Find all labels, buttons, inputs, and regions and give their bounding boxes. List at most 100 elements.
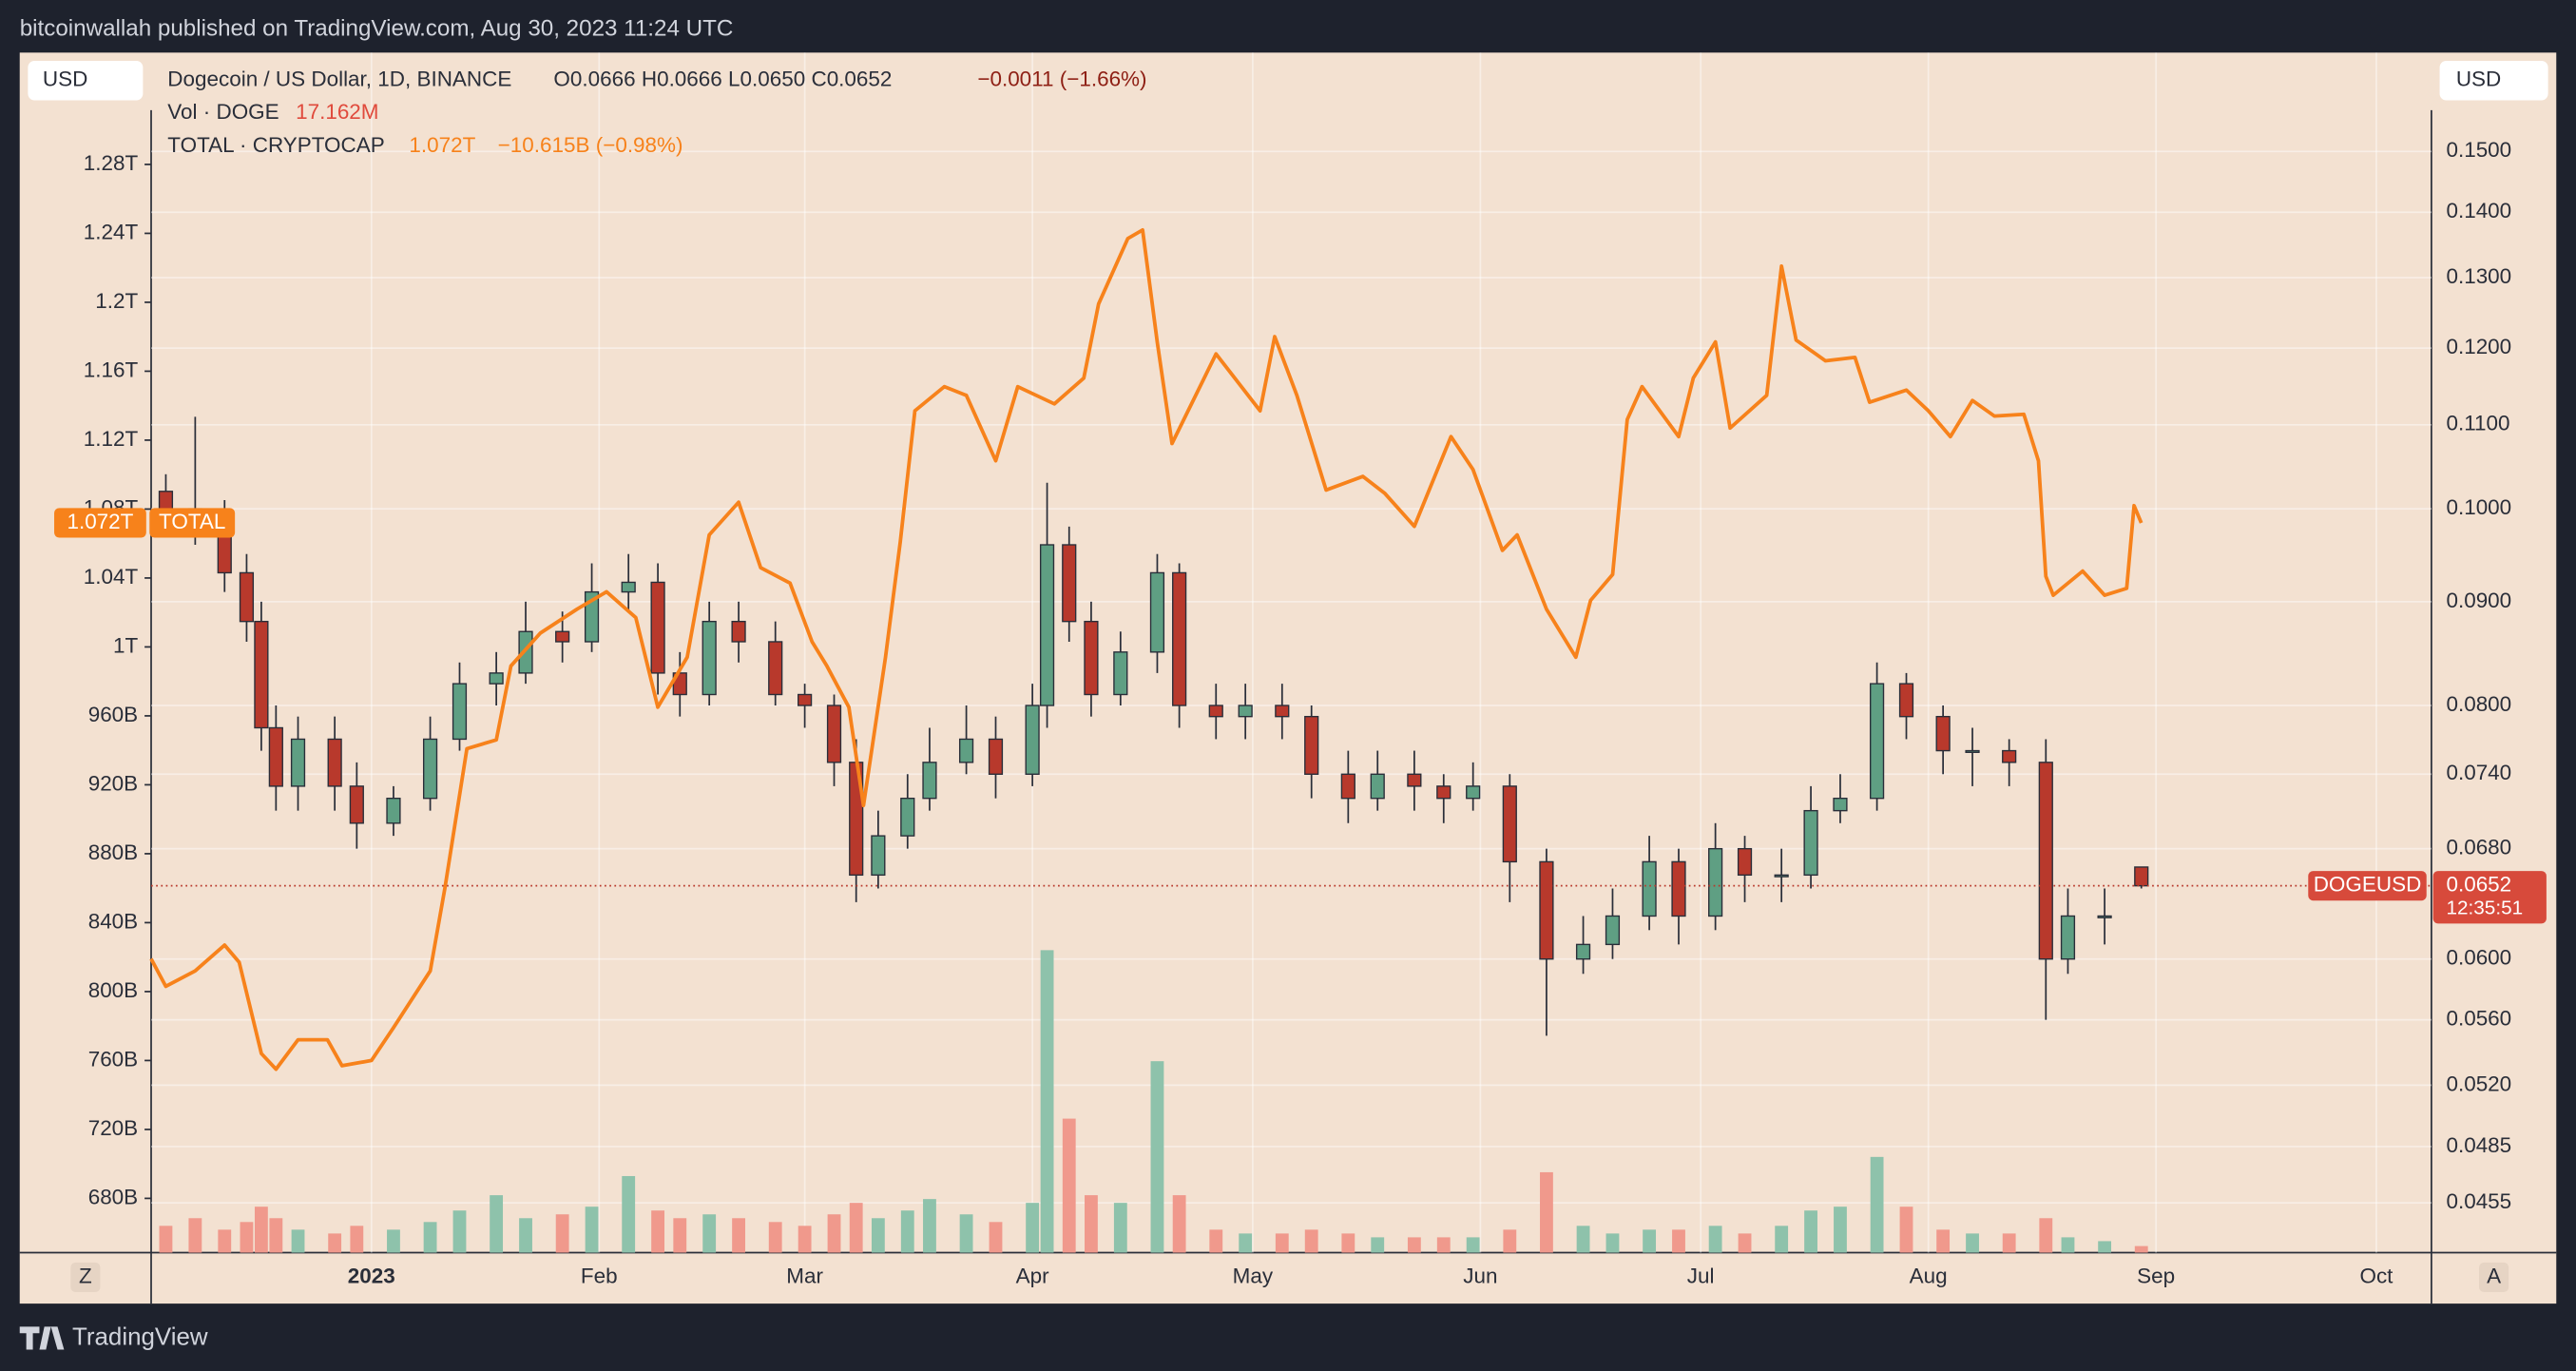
- y-tick-label: 1.28T: [84, 151, 139, 175]
- candle-body: [1737, 847, 1753, 877]
- candle-body: [1575, 943, 1591, 960]
- candle-body: [798, 693, 813, 706]
- candle-body: [1708, 847, 1723, 917]
- candle-body: [871, 835, 886, 877]
- price-badge: [2432, 871, 2547, 924]
- candle-body: [422, 738, 438, 800]
- candle-body: [1605, 915, 1621, 946]
- x-tick-label: Jul: [1687, 1264, 1715, 1287]
- y2-tick-label: 0.0485: [2446, 1133, 2511, 1157]
- volume-bar: [1304, 1229, 1318, 1253]
- overlay-line: [149, 227, 2143, 1072]
- right-scale-label: USD: [2456, 68, 2501, 91]
- y-tick-label: 840B: [88, 909, 138, 933]
- y2-tick-label: 0.1000: [2446, 495, 2511, 519]
- candle-body: [922, 762, 937, 800]
- volume-bar: [1708, 1226, 1722, 1253]
- legend-overlay-change: −10.615B (−0.98%): [498, 133, 683, 157]
- y2-tick-label: 0.1400: [2446, 199, 2511, 222]
- author-line: bitcoinwallah published on TradingView.c…: [20, 16, 734, 42]
- volume-bar: [1085, 1195, 1098, 1253]
- y-tick-label: 920B: [88, 771, 138, 795]
- volume-bar: [1503, 1229, 1517, 1253]
- candle-body: [1833, 797, 1848, 812]
- volume-bar: [254, 1207, 268, 1253]
- y-tick-label: 680B: [88, 1185, 138, 1208]
- volume-bar: [1062, 1118, 1076, 1253]
- legend-overlay-label: TOTAL · CRYPTOCAP: [167, 133, 384, 157]
- y2-tick-label: 0.1300: [2446, 264, 2511, 288]
- volume-bar: [923, 1199, 936, 1253]
- volume-bar: [900, 1210, 914, 1253]
- candle-body: [1774, 874, 1789, 878]
- candle-body: [1898, 683, 1914, 718]
- candle-body: [2002, 749, 2017, 763]
- y2-tick-label: 0.0600: [2446, 946, 2511, 970]
- left-scale-button[interactable]: [28, 60, 144, 101]
- volume-bar: [1899, 1207, 1913, 1253]
- legend-volume-value: 17.162M: [296, 100, 378, 124]
- y2-tick-label: 0.0740: [2446, 761, 2511, 784]
- y-tick-label: 1.24T: [84, 220, 139, 243]
- candle-body: [1407, 773, 1422, 787]
- candle-body: [290, 738, 306, 787]
- candle-body: [2134, 866, 2149, 887]
- candle-body: [1062, 544, 1077, 623]
- candle-body: [621, 581, 636, 593]
- volume-bar: [452, 1210, 467, 1253]
- candle-body: [1304, 715, 1319, 775]
- x-tick-label: Feb: [581, 1264, 618, 1287]
- candle-body: [452, 683, 468, 741]
- y-tick-label: 1.12T: [84, 427, 139, 451]
- volume-bar: [291, 1229, 305, 1253]
- candle-body: [702, 620, 717, 696]
- candle-body: [2060, 915, 2076, 960]
- overlay-value-badge: [54, 508, 146, 538]
- legend-overlay-value: 1.072T: [409, 133, 475, 157]
- candle-body: [958, 738, 974, 763]
- candle-body: [1869, 683, 1885, 800]
- volume-bar: [490, 1195, 504, 1253]
- volume-bar: [1466, 1237, 1480, 1253]
- candle-body: [731, 620, 746, 643]
- candle-body: [1238, 705, 1253, 718]
- volume-bar: [1436, 1237, 1451, 1253]
- volume-bar: [651, 1210, 665, 1253]
- candle-body: [1208, 705, 1223, 718]
- volume-bar: [1738, 1233, 1752, 1253]
- volume-bar: [1026, 1203, 1040, 1253]
- volume-bar: [159, 1226, 173, 1253]
- candle-body: [254, 620, 269, 729]
- volume-bar: [1576, 1226, 1590, 1253]
- x-tick-label: Oct: [2359, 1264, 2393, 1287]
- volume-bar: [989, 1222, 1003, 1253]
- right-scale-button[interactable]: [2439, 60, 2548, 101]
- x-tick-label: 2023: [348, 1264, 395, 1287]
- volume-bar: [1643, 1229, 1657, 1253]
- x-tick-label: Jun: [1463, 1264, 1497, 1287]
- candle-body: [349, 785, 364, 824]
- candle-body: [2038, 762, 2053, 960]
- a-button[interactable]: [2479, 1262, 2509, 1293]
- volume-bar: [827, 1214, 841, 1253]
- candle-body: [1803, 809, 1818, 877]
- volume-bar: [218, 1229, 232, 1253]
- volume-bar: [1275, 1233, 1289, 1253]
- x-tick-label: Apr: [1016, 1264, 1049, 1287]
- volume-bar: [1966, 1233, 1979, 1253]
- y-tick-label: 1T: [113, 633, 138, 657]
- volume-bar: [871, 1218, 885, 1253]
- candle-body: [1340, 773, 1355, 800]
- candle-body: [1039, 544, 1055, 706]
- candle-body: [1466, 785, 1481, 800]
- volume-bar: [240, 1222, 254, 1253]
- symbol-badge: [2308, 871, 2427, 901]
- volume-bar: [1341, 1233, 1355, 1253]
- volume-bar: [2061, 1237, 2075, 1253]
- volume-bar: [2134, 1245, 2148, 1253]
- volume-bar: [1040, 950, 1054, 1253]
- candle-body: [900, 797, 915, 837]
- z-button[interactable]: [70, 1262, 101, 1293]
- volume-bar: [519, 1218, 532, 1253]
